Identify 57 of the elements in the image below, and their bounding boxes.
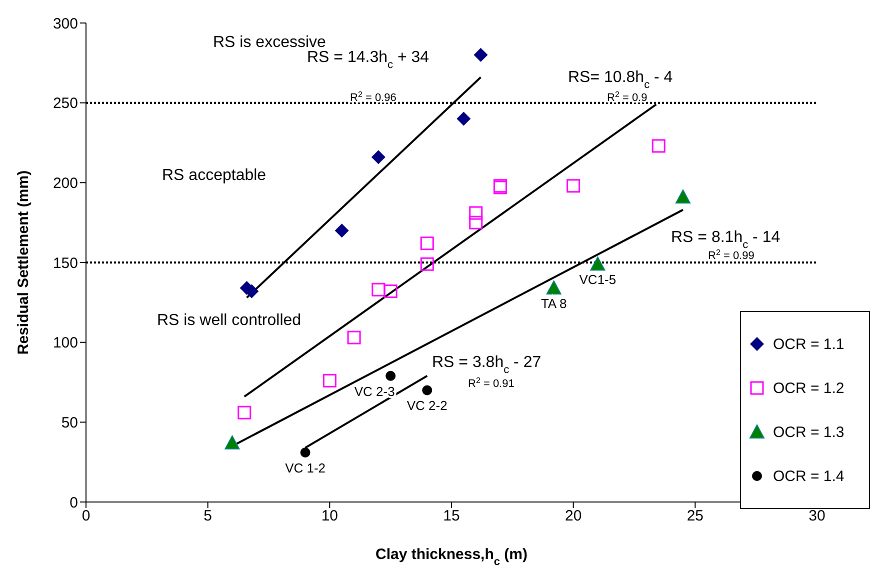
annotation: R$^{2}$ = 0.99 (708, 248, 754, 262)
point (347, 330, 361, 344)
annotation: R$^{2}$ = 0.9 (607, 90, 648, 104)
legend-label: OCR = 1.2 (773, 380, 844, 396)
annotation: R$^{2}$ = 0.96 (350, 90, 396, 104)
annotation: RS is well controlled (157, 312, 302, 329)
x-tick-label: 5 (204, 508, 212, 525)
x-axis-title: Clay thickness,h$_{c}$ (m) (375, 546, 528, 568)
x-tick-label: 25 (686, 508, 704, 525)
annotation: RS = 3.8h$_{c}$ - 27 (432, 354, 542, 376)
annotation: R$^{2}$ = 0.91 (468, 376, 514, 390)
annotation: RS = 14.3h$_{c}$ + 34 (307, 49, 430, 71)
annotation: VC 1-2 (285, 460, 326, 476)
x-tick-label: 30 (808, 508, 826, 525)
point (652, 139, 666, 153)
y-tick-label: 200 (52, 174, 78, 192)
point (372, 282, 386, 296)
point (300, 448, 310, 458)
point (386, 370, 396, 381)
legend-label: OCR = 1.4 (773, 468, 844, 484)
y-tick-label: 50 (61, 414, 78, 432)
point (422, 385, 432, 396)
point (334, 224, 349, 238)
point (420, 257, 434, 271)
legend-label: OCR = 1.1 (773, 336, 844, 352)
y-tick-label: 0 (70, 494, 78, 512)
point (420, 236, 434, 250)
point (238, 406, 252, 420)
annotation: TA 8 (540, 296, 567, 312)
annotation: VC 2-2 (406, 398, 448, 414)
point (224, 435, 240, 450)
y-axis-title: Residual Settlement (mm) (15, 170, 32, 355)
point (384, 284, 398, 298)
y-tick-label: 150 (52, 254, 78, 272)
point (322, 374, 336, 388)
annotation: VC 2-3 (354, 384, 395, 399)
point (566, 179, 580, 193)
point (546, 280, 562, 295)
x-tick-label: 20 (564, 508, 582, 525)
y-tick-label: 250 (52, 95, 78, 112)
point (371, 150, 386, 164)
point (675, 190, 690, 204)
x-tick-label: 10 (321, 508, 338, 525)
point (469, 216, 483, 230)
point (590, 256, 606, 271)
annotation: RS acceptable (162, 167, 266, 184)
y-tick-label: 300 (52, 15, 78, 32)
annotation: VC1-5 (579, 272, 616, 288)
legend-label: OCR = 1.3 (773, 424, 844, 440)
y-tick-label: 100 (52, 334, 78, 352)
point (474, 48, 488, 62)
point (456, 112, 471, 126)
annotation: RS is excessive (213, 34, 326, 51)
x-tick-label: 15 (443, 508, 460, 525)
point (469, 206, 483, 220)
annotation: RS= 10.8h$_{c}$ - 4 (568, 69, 673, 91)
x-tick-label: 0 (82, 508, 90, 525)
